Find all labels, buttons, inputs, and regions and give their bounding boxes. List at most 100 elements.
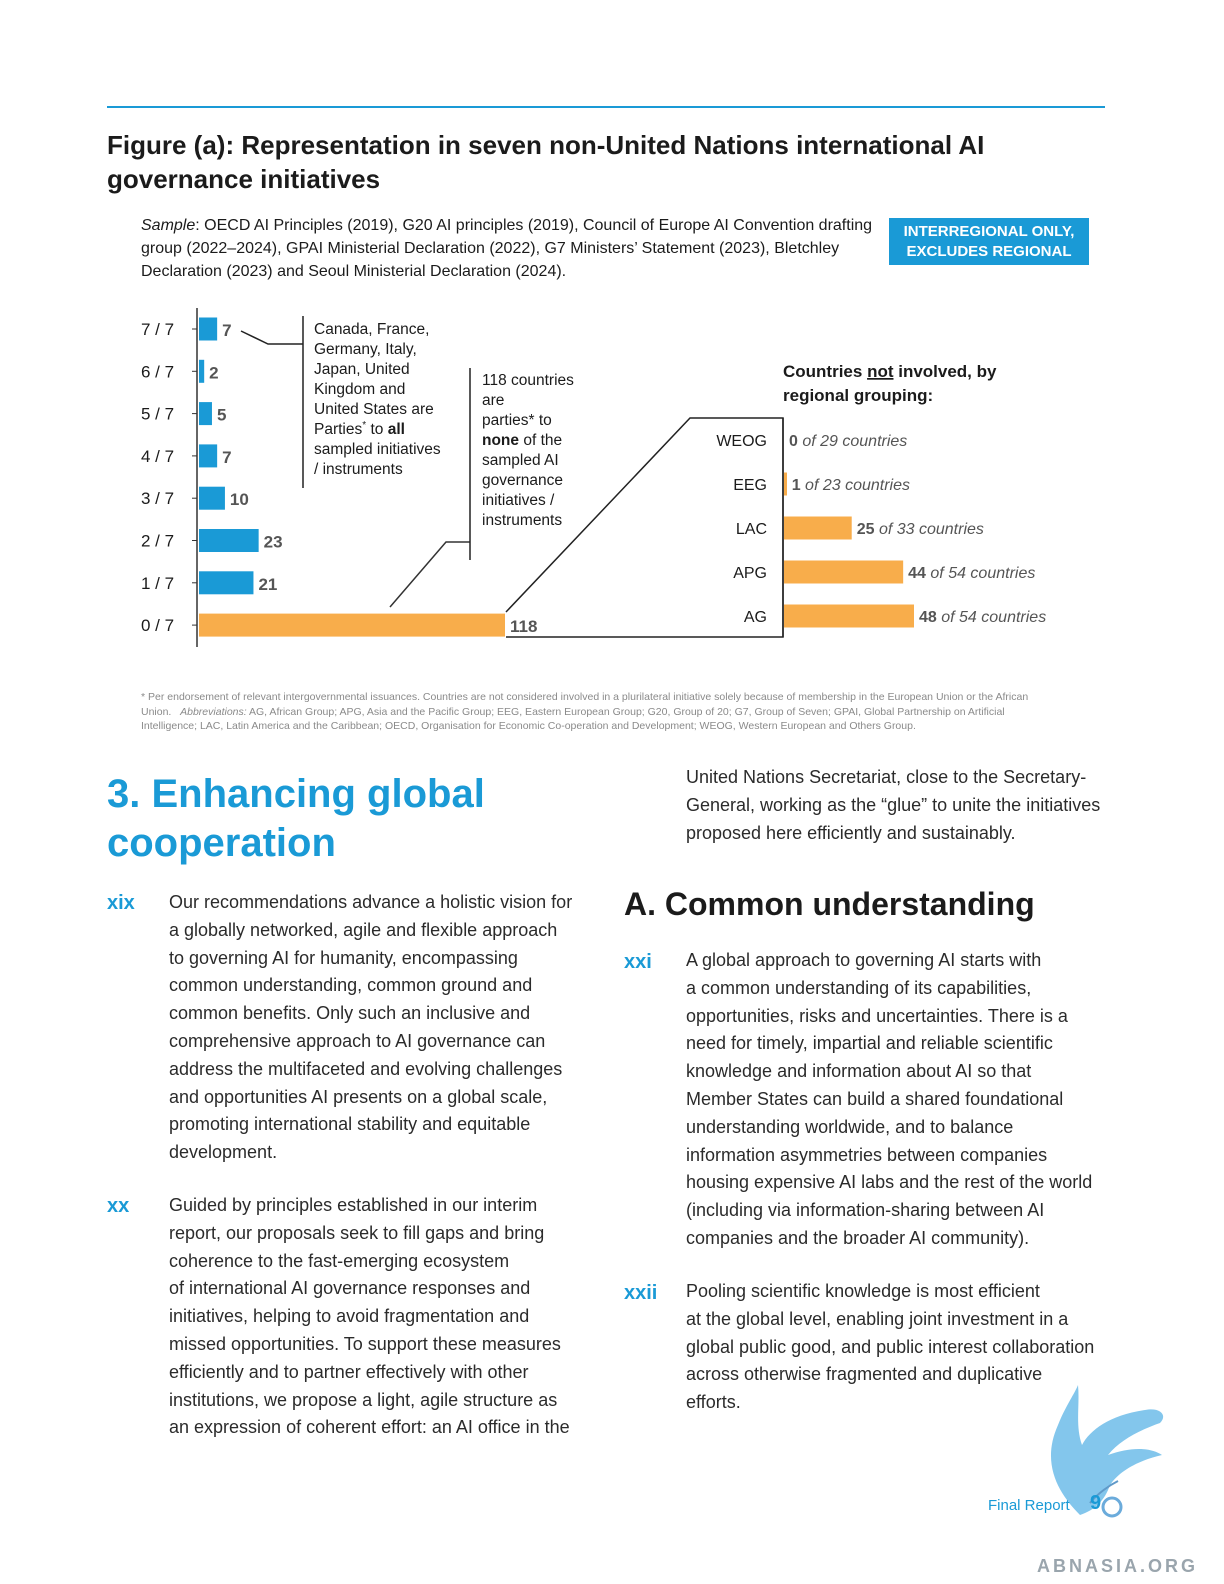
paragraph-line: Pooling scientific knowledge is most eff… bbox=[686, 1281, 1040, 1301]
paragraph-line: promoting international stability and eq… bbox=[169, 1114, 531, 1135]
regional-bar-chart: WEOG 0 of 29 countries EEG 1 of 23 countrie… bbox=[716, 418, 1046, 637]
annotation-all-line: / instruments bbox=[314, 461, 403, 478]
annotation-asterisk: * bbox=[362, 420, 366, 431]
paragraph-line: proposed here efficiently and sustainabl… bbox=[686, 822, 1016, 843]
regional-value-label: 25 of 33 countries bbox=[857, 521, 984, 538]
y-tick-label: 5 / 7 bbox=[141, 405, 174, 424]
regional-bar bbox=[784, 472, 787, 496]
regional-title-line2: regional grouping: bbox=[783, 386, 933, 405]
interregional-badge: INTERREGIONAL ONLY, EXCLUDES REGIONAL bbox=[889, 218, 1089, 265]
paragraph-xix: Our recommendations advance a holistic v… bbox=[169, 889, 599, 1167]
paragraph-line: A global approach to governing AI starts… bbox=[686, 950, 1042, 970]
paragraph-line: need for timely, impartial and reliable … bbox=[686, 1033, 1053, 1054]
sample-list: : OECD AI Principles (2019), G20 AI prin… bbox=[141, 217, 873, 280]
annotation-all-line: Kingdom and bbox=[314, 381, 405, 398]
paragraph-line: coherence to the fast-emerging ecosystem bbox=[169, 1250, 510, 1271]
regional-value-label: 48 of 54 countries bbox=[919, 609, 1046, 626]
zoom-outline bbox=[505, 417, 784, 638]
paragraph-line: common benefits. Only such an inclusive … bbox=[169, 1003, 531, 1024]
footnote-main: * Per endorsement of relevant intergover… bbox=[141, 691, 1029, 718]
bar-value-label: 7 bbox=[222, 448, 231, 467]
bar-value-label: 5 bbox=[217, 406, 226, 425]
annotation-none-line: 118 countries bbox=[482, 372, 574, 389]
regional-category-label: WEOG bbox=[716, 433, 767, 450]
paragraph-line: missed opportunities. To support these m… bbox=[169, 1333, 561, 1354]
paragraph-line: Our recommendations advance a holistic v… bbox=[169, 892, 573, 912]
paragraph-line: United Nations Secretariat, close to the… bbox=[686, 767, 1087, 787]
y-tick-label: 4 / 7 bbox=[141, 447, 174, 466]
page-number: 9 bbox=[1090, 1492, 1102, 1514]
section-title-line-2: cooperation bbox=[107, 821, 336, 865]
bar-value-label: 118 bbox=[510, 617, 537, 636]
regional-category-label: LAC bbox=[736, 521, 767, 538]
paragraph-line: General, working as the “glue” to unite … bbox=[686, 794, 1101, 815]
section-title-line-1: 3. Enhancing global bbox=[107, 772, 485, 816]
annotation-all-line: Parties bbox=[314, 421, 362, 438]
watermark-text: ABNASIA.ORG bbox=[1037, 1556, 1199, 1576]
y-tick-label: 7 / 7 bbox=[141, 320, 174, 339]
paragraph-line: institutions, we propose a light, agile … bbox=[169, 1389, 558, 1410]
regional-title-not: not bbox=[867, 362, 894, 381]
annotation-all-line: to bbox=[366, 421, 388, 438]
bird-watermark-logo bbox=[1050, 1385, 1164, 1518]
bar-value-label: 23 bbox=[264, 533, 283, 552]
paragraph-continuation: United Nations Secretariat, close to the… bbox=[686, 764, 1126, 847]
paragraph-xxii: Pooling scientific knowledge is most eff… bbox=[686, 1278, 1126, 1417]
paragraph-line: an expression of coherent effort: an AI … bbox=[169, 1417, 570, 1438]
y-tick-label: 1 / 7 bbox=[141, 574, 174, 593]
regional-value-label: 44 of 54 countries bbox=[908, 565, 1035, 582]
paragraph-line: Member States can build a shared foundat… bbox=[686, 1088, 1064, 1109]
chart-annotations: Canada, France, Germany, Italy, Japan, U… bbox=[240, 316, 1001, 638]
main-bar-chart: 7 / 7 7 6 / 7 2 5 / 7 5 4 / 7 7 3 / 7 10 2 / 7 23 1 … bbox=[141, 308, 537, 647]
figure-sample-text: Sample: OECD AI Principles (2019), G20 A… bbox=[141, 214, 886, 283]
y-tick-label: 6 / 7 bbox=[141, 362, 174, 381]
footnote-abbr-label: Abbreviations: bbox=[180, 705, 247, 718]
bar-value-label: 21 bbox=[258, 575, 277, 594]
y-tick-label: 0 / 7 bbox=[141, 616, 174, 635]
figure-title: Figure (a): Representation in seven non-… bbox=[107, 130, 985, 194]
regional-value-label: 1 of 23 countries bbox=[792, 477, 910, 494]
annotation-all-text: Canada, France, Germany, Italy, Japan, U… bbox=[314, 321, 445, 478]
regional-category-label: AG bbox=[744, 609, 767, 626]
paragraph-line: companies and the broader AI community). bbox=[686, 1227, 1030, 1248]
paragraph-number-xix: xix bbox=[107, 892, 135, 914]
connector-none bbox=[389, 541, 470, 608]
y-tick-label: 3 / 7 bbox=[141, 489, 174, 508]
regional-title-part: involved, by bbox=[894, 362, 998, 381]
representation-chart: 7 / 7 7 6 / 7 2 5 / 7 5 4 / 7 7 3 / 7 10 2 / 7 23 1 … bbox=[141, 308, 1046, 647]
paragraph-line: information asymmetries between companie… bbox=[686, 1144, 1048, 1165]
paragraph-line: across otherwise fragmented and duplicat… bbox=[686, 1364, 1043, 1385]
annotation-none-line: of the bbox=[519, 432, 562, 449]
bar bbox=[199, 317, 218, 341]
regional-title: Countries not involved, by regional grou… bbox=[783, 362, 1001, 405]
paragraph-line: opportunities, risks and uncertainties. … bbox=[686, 1005, 1068, 1026]
annotation-none-line: parties* to bbox=[482, 412, 552, 429]
annotation-none-emphasis: none bbox=[482, 432, 519, 449]
paragraph-number-xx: xx bbox=[107, 1195, 130, 1217]
annotation-none-line: sampled AI bbox=[482, 452, 559, 469]
paragraph-number-xxii: xxii bbox=[624, 1282, 658, 1304]
paragraph-line: and opportunities AI presents on a globa… bbox=[169, 1086, 548, 1107]
connector-all bbox=[240, 330, 303, 345]
paragraph-line: development. bbox=[169, 1142, 278, 1163]
annotation-all-line: Germany, Italy, bbox=[314, 341, 417, 358]
paragraph-line: report, our proposals seek to fill gaps … bbox=[169, 1222, 545, 1243]
bar bbox=[199, 529, 259, 552]
top-rule bbox=[107, 106, 1105, 108]
paragraph-line: global public good, and public interest … bbox=[686, 1336, 1095, 1357]
annotation-none-line: initiatives / bbox=[482, 492, 555, 509]
paragraph-line: knowledge and information about AI so th… bbox=[686, 1061, 1032, 1082]
annotation-none-text: 118 countries are parties* to none of th… bbox=[482, 372, 578, 529]
regional-category-label: APG bbox=[733, 565, 767, 582]
annotation-all-emphasis: all bbox=[388, 421, 405, 438]
badge-line-1: INTERREGIONAL ONLY, bbox=[903, 223, 1075, 240]
bar bbox=[199, 571, 254, 595]
bar bbox=[199, 402, 212, 426]
footnote-abbr: AG, African Group; APG, Asia and the Pac… bbox=[141, 705, 1005, 733]
paragraph-line: initiatives, helping to avoid fragmentat… bbox=[169, 1306, 530, 1327]
paragraph-line: of international AI governance responses… bbox=[169, 1278, 531, 1299]
paragraph-line: a common understanding of its capabiliti… bbox=[686, 977, 1032, 998]
annotation-all-line: United States are bbox=[314, 401, 434, 418]
y-tick-label: 2 / 7 bbox=[141, 532, 174, 551]
paragraph-number-xxi: xxi bbox=[624, 951, 652, 973]
